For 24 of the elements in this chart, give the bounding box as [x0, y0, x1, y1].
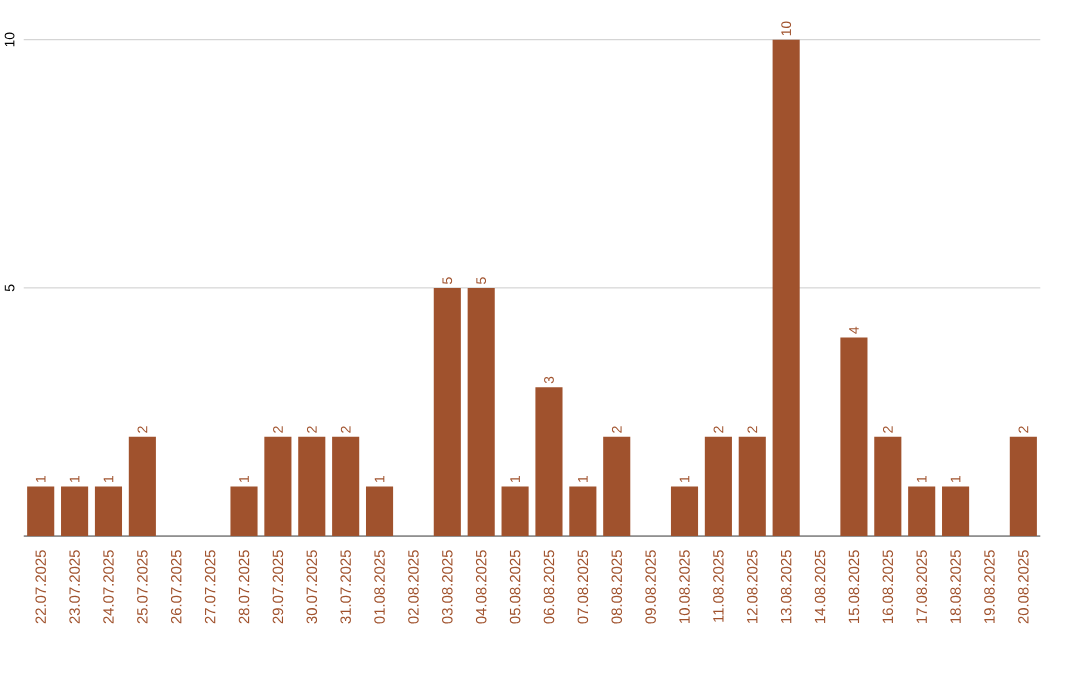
bar: [569, 486, 597, 537]
bar: [738, 437, 766, 537]
bar: [908, 486, 936, 537]
bar: [840, 337, 868, 537]
bar: [603, 437, 631, 537]
bar: [94, 486, 123, 537]
bar: [27, 486, 55, 537]
bar: [332, 437, 360, 537]
bar: [874, 437, 902, 537]
bar: [61, 486, 89, 537]
bar: [365, 486, 394, 537]
bar: [670, 486, 699, 537]
bar: [535, 387, 563, 537]
bar: [772, 40, 800, 537]
bar: [128, 437, 156, 537]
bar: [704, 437, 732, 537]
bar: [501, 486, 529, 537]
bar: [230, 486, 258, 537]
bar: [264, 437, 292, 537]
bar: [433, 288, 461, 537]
bar: [298, 437, 326, 537]
bar: [1009, 437, 1037, 537]
bar: [942, 486, 970, 537]
bar: [467, 288, 495, 537]
